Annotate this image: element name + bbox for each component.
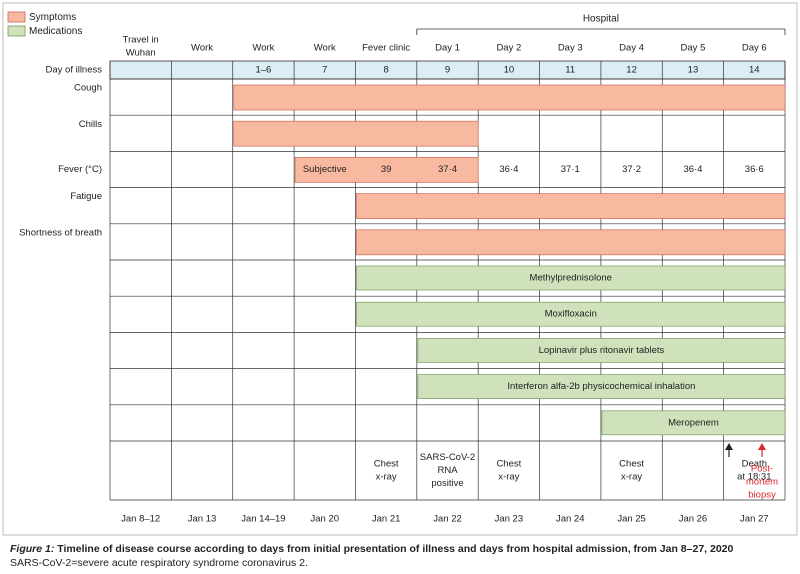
column-header: Day 4 <box>619 43 644 54</box>
day-of-illness-value: 7 <box>322 65 327 76</box>
fever-bar <box>294 157 479 183</box>
event-label: Chest <box>374 459 399 470</box>
medication-bar-label: Interferon alfa-2b physicochemical inhal… <box>507 381 695 392</box>
medication-bar <box>356 301 786 327</box>
day-of-illness-value: 11 <box>565 65 575 76</box>
figure-caption: Figure 1: Timeline of disease course acc… <box>10 542 790 570</box>
date-label: Jan 23 <box>495 514 524 525</box>
symptom-bar <box>356 193 786 219</box>
day-of-illness-value: 8 <box>383 65 388 76</box>
column-header: Day 5 <box>681 43 706 54</box>
caption-lead: Figure 1: <box>10 543 55 555</box>
fever-reading: Subjective <box>303 164 347 175</box>
day-of-illness-label: Day of illness <box>46 65 103 76</box>
column-header: Fever clinic <box>362 43 410 54</box>
column-header: Day 6 <box>742 43 767 54</box>
medication-bar <box>417 374 786 399</box>
legend-swatch-symptom <box>7 11 26 23</box>
hospital-label: Hospital <box>583 14 619 25</box>
column-header: Day 3 <box>558 43 583 54</box>
fever-reading: 37·4 <box>438 164 457 175</box>
date-label: Jan 20 <box>311 514 340 525</box>
row-label: Fever (°C) <box>58 164 102 175</box>
medication-bar <box>601 410 786 436</box>
date-label: Jan 14–19 <box>241 514 285 525</box>
caption-note: SARS-CoV-2=severe acute respiratory synd… <box>10 557 308 569</box>
date-label: Jan 26 <box>679 514 708 525</box>
event-label: x-ray <box>376 472 397 483</box>
fever-reading: 39 <box>381 164 392 175</box>
biopsy-label: mortem <box>746 477 778 488</box>
fever-reading: 37·2 <box>622 164 641 175</box>
day-of-illness-value: 1–6 <box>255 65 271 76</box>
event-label: x-ray <box>621 472 642 483</box>
row-label: Fatigue <box>70 191 102 202</box>
fever-reading: 36·4 <box>499 164 518 175</box>
medication-bar-label: Moxifloxacin <box>545 309 597 320</box>
date-label: Jan 22 <box>433 514 462 525</box>
figure-frame <box>2 2 798 536</box>
event-label: RNA <box>437 465 458 476</box>
event-label: positive <box>431 478 463 489</box>
fever-reading: 36·6 <box>745 164 764 175</box>
event-label: Chest <box>496 459 521 470</box>
symptom-bar <box>356 229 786 256</box>
date-label: Jan 13 <box>188 514 217 525</box>
column-header: Day 1 <box>435 43 460 54</box>
day-of-illness-value: 13 <box>688 65 699 76</box>
event-label: at 18:31 <box>737 472 771 483</box>
medication-bar <box>356 265 786 291</box>
row-label: Cough <box>74 83 102 94</box>
medication-bar <box>417 338 786 363</box>
day-of-illness-value: 12 <box>626 65 637 76</box>
date-label: Jan 27 <box>740 514 769 525</box>
event-label: Chest <box>619 459 644 470</box>
column-header: Work <box>314 43 336 54</box>
medication-bar-label: Meropenem <box>668 417 719 428</box>
column-header: Wuhan <box>126 48 156 59</box>
legend-label-medication: Medications <box>29 26 82 37</box>
column-header: Work <box>191 43 213 54</box>
medication-bar-label: Lopinavir plus ritonavir tablets <box>539 345 665 356</box>
date-label: Jan 24 <box>556 514 585 525</box>
date-label: Jan 25 <box>617 514 646 525</box>
legend-swatch-medication <box>7 25 26 37</box>
biopsy-label: biopsy <box>748 490 776 501</box>
column-header: Work <box>252 43 274 54</box>
day-of-illness-value: 9 <box>445 65 450 76</box>
day-of-illness-value: 10 <box>504 65 515 76</box>
column-header: Day 2 <box>496 43 521 54</box>
event-label: x-ray <box>498 472 519 483</box>
event-label: Death <box>742 459 767 470</box>
biopsy-label: Post- <box>751 464 773 475</box>
caption-title: Timeline of disease course according to … <box>54 543 734 555</box>
day-of-illness-value: 14 <box>749 65 760 76</box>
legend-label-symptom: Symptoms <box>29 12 76 23</box>
column-header: Travel in <box>123 35 159 46</box>
fever-reading: 36·4 <box>683 164 702 175</box>
death-arrow-head <box>725 443 733 450</box>
row-label: Chills <box>79 119 102 130</box>
medication-bar-label: Methylprednisolone <box>530 273 612 284</box>
fever-reading: 37·1 <box>561 164 580 175</box>
symptom-bar <box>233 84 786 111</box>
event-label: SARS-CoV-2 <box>420 452 475 463</box>
date-label: Jan 21 <box>372 514 401 525</box>
biopsy-arrow-head <box>758 443 766 450</box>
symptom-bar <box>233 120 479 147</box>
row-label: Shortness of breath <box>19 227 102 238</box>
date-label: Jan 8–12 <box>121 514 160 525</box>
